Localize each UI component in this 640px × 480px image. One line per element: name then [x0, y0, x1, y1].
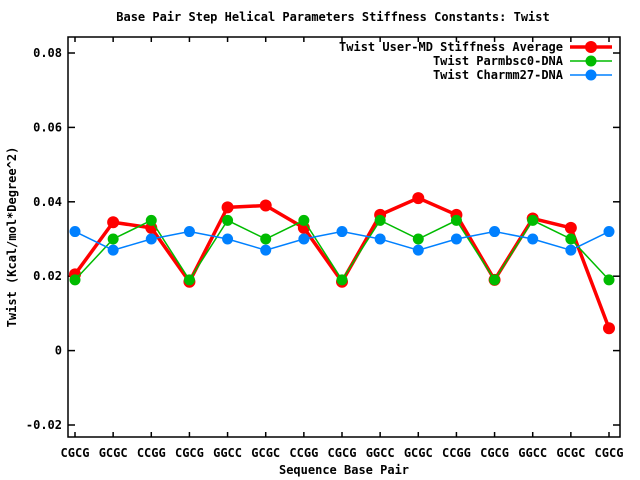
data-point-series-1 [450, 214, 462, 226]
data-point-series-1 [69, 274, 81, 286]
data-point-series-2 [222, 233, 234, 245]
data-point-series-2 [260, 244, 272, 256]
x-category-label: CGCG [480, 446, 509, 460]
data-point-series-0 [107, 216, 120, 229]
data-point-series-2 [489, 226, 501, 238]
data-point-series-2 [450, 233, 462, 245]
data-point-series-2 [183, 226, 195, 238]
data-point-series-1 [603, 274, 615, 286]
data-point-series-2 [412, 244, 424, 256]
y-tick-label: 0.06 [33, 120, 62, 134]
legend-label: Twist Charmm27-DNA [433, 68, 564, 82]
data-point-series-1 [298, 214, 310, 226]
data-point-series-1 [565, 233, 577, 245]
x-category-label: GGCC [213, 446, 242, 460]
x-category-label: GCGC [404, 446, 433, 460]
x-category-label: CCGG [442, 446, 471, 460]
data-point-series-0 [412, 192, 425, 205]
data-point-series-0 [259, 199, 272, 212]
data-point-series-1 [145, 214, 157, 226]
chart-title: Base Pair Step Helical Parameters Stiffn… [116, 10, 550, 24]
y-tick-label: 0 [55, 344, 62, 358]
data-point-series-2 [565, 244, 577, 256]
data-point-series-2 [374, 233, 386, 245]
x-axis-label: Sequence Base Pair [278, 463, 410, 477]
y-tick-label: 0.08 [33, 46, 62, 60]
x-category-label: CGCG [175, 446, 204, 460]
y-tick-label: 0.02 [33, 269, 62, 283]
data-point-series-0 [603, 322, 615, 335]
data-point-series-1 [222, 214, 234, 226]
x-category-label: GGCC [518, 446, 547, 460]
data-point-series-2 [298, 233, 310, 245]
x-category-label: CGCG [328, 446, 357, 460]
data-point-series-1 [374, 214, 386, 226]
x-category-label: CGCG [595, 446, 624, 460]
data-point-series-2 [145, 233, 157, 245]
data-point-series-2 [603, 226, 615, 238]
data-point-series-1 [336, 274, 348, 286]
x-category-label: GGCC [366, 446, 395, 460]
data-point-series-2 [527, 233, 539, 245]
plot-border [67, 36, 621, 438]
data-point-series-0 [221, 201, 234, 214]
data-point-series-1 [107, 233, 119, 245]
data-point-series-0 [564, 221, 577, 234]
data-point-series-1 [412, 233, 424, 245]
x-category-label: CGCG [61, 446, 90, 460]
legend-marker [585, 41, 597, 53]
x-category-label: GCGC [99, 446, 128, 460]
x-category-label: GCGC [251, 446, 280, 460]
data-point-series-1 [183, 274, 195, 286]
data-point-series-1 [489, 274, 501, 286]
legend-label: Twist Parmbsc0-DNA [433, 54, 564, 68]
data-point-series-2 [107, 244, 119, 256]
legend-label: Twist User-MD Stiffness Average [339, 40, 563, 54]
data-point-series-1 [260, 233, 272, 245]
y-tick-label: -0.02 [26, 418, 62, 432]
legend-marker [585, 69, 597, 81]
x-category-label: GCGC [556, 446, 585, 460]
x-category-label: CCGG [289, 446, 318, 460]
y-tick-label: 0.04 [33, 195, 62, 209]
data-point-series-2 [69, 226, 81, 238]
data-point-series-2 [336, 226, 348, 238]
x-category-label: CCGG [137, 446, 166, 460]
legend-marker [585, 55, 597, 67]
data-point-series-1 [527, 214, 539, 226]
